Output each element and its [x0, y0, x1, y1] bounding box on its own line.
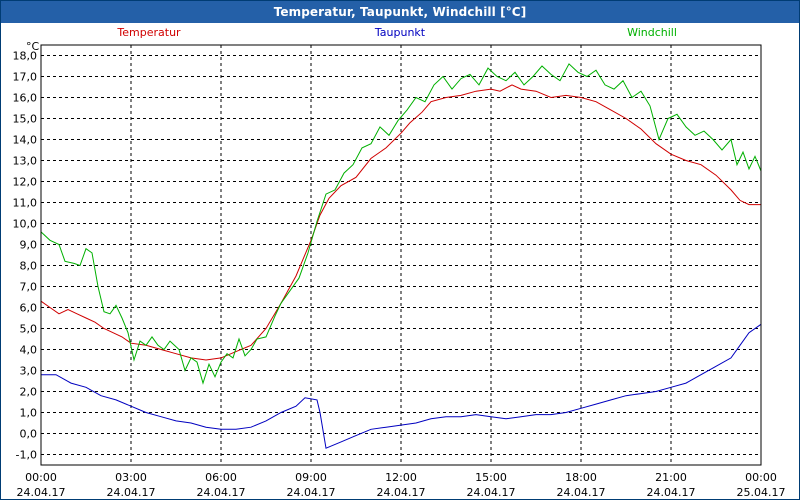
- x-tick-time: 15:00: [475, 471, 507, 484]
- x-tick-time: 12:00: [385, 471, 417, 484]
- y-tick-label: 14,0: [13, 134, 38, 147]
- y-tick-label: 18,0: [13, 50, 38, 63]
- series-line-windchill: [40, 63, 762, 385]
- y-tick-label: 9,0: [20, 239, 38, 252]
- x-tick-time: 18:00: [565, 471, 597, 484]
- x-tick-date: 24.04.17: [557, 486, 606, 499]
- y-axis-unit: °C: [26, 40, 40, 53]
- x-tick-date: 24.04.17: [647, 486, 696, 499]
- y-tick-label: 13,0: [13, 155, 38, 168]
- chart-area: -1,0 0,0 1,0 2,0 3,0 4,0 5,0 6,0 7,0 8,0 9,0 10,0 11…: [1, 23, 799, 499]
- x-tick-time: 00:00: [745, 471, 777, 484]
- x-tick-date: 25.04.17: [737, 486, 786, 499]
- legend-entry: Temperatur: [116, 26, 181, 39]
- y-tick-label: 8,0: [20, 260, 38, 273]
- y-tick-label: 0,0: [20, 428, 38, 441]
- y-tick-label: 11,0: [13, 197, 38, 210]
- y-tick-label: 6,0: [20, 302, 38, 315]
- x-tick-date: 24.04.17: [467, 486, 516, 499]
- x-tick-date: 24.04.17: [287, 486, 336, 499]
- y-tick-label: 1,0: [20, 407, 38, 420]
- x-axis-tick-labels: 00:00 24.04.17 03:00 24.04.17 06:00 24.04.17 0…: [17, 471, 786, 499]
- x-tick-date: 24.04.17: [107, 486, 156, 499]
- y-tick-label: 16,0: [13, 92, 38, 105]
- x-tick-time: 06:00: [205, 471, 237, 484]
- x-tick-time: 21:00: [655, 471, 687, 484]
- y-tick-label: 2,0: [20, 386, 38, 399]
- x-tick-time: 00:00: [25, 471, 57, 484]
- x-tick-date: 24.04.17: [197, 486, 246, 499]
- plot-border: [40, 44, 762, 466]
- y-tick-label: 12,0: [13, 176, 38, 189]
- series-line-temperatur: [40, 84, 761, 361]
- vertical-gridlines: [130, 45, 672, 465]
- temperature-chart: -1,0 0,0 1,0 2,0 3,0 4,0 5,0 6,0 7,0 8,0 9,0 10,0 11…: [13, 26, 786, 499]
- x-tick-time: 03:00: [115, 471, 147, 484]
- series-line-taupunkt: [41, 323, 762, 449]
- y-tick-label: 3,0: [20, 365, 38, 378]
- y-axis-tick-labels: -1,0 0,0 1,0 2,0 3,0 4,0 5,0 6,0 7,0 8,0 9,0 10,0 11…: [13, 50, 38, 462]
- legend: Temperatur Taupunkt Windchill: [116, 26, 677, 39]
- y-tick-label: 15,0: [13, 113, 38, 126]
- y-tick-label: 10,0: [13, 218, 38, 231]
- series-lines: [40, 63, 762, 449]
- legend-entry: Taupunkt: [374, 26, 426, 39]
- x-tick-date: 24.04.17: [377, 486, 426, 499]
- y-tick-label: 5,0: [20, 323, 38, 336]
- y-tick-label: 7,0: [20, 281, 38, 294]
- x-tick-date: 24.04.17: [17, 486, 66, 499]
- y-tick-label: 4,0: [20, 344, 38, 357]
- y-tick-label: 17,0: [13, 71, 38, 84]
- legend-entry: Windchill: [627, 26, 677, 39]
- window-title: Temperatur, Taupunkt, Windchill [°C]: [1, 1, 799, 23]
- x-tick-time: 09:00: [295, 471, 327, 484]
- y-tick-label: -1,0: [16, 449, 37, 462]
